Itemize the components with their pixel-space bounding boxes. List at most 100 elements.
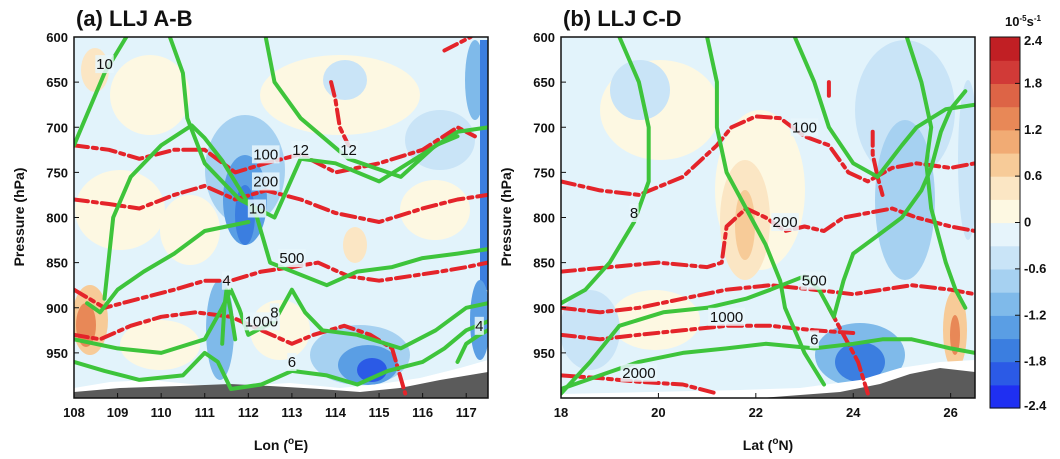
panel-b-red-contour-label-bg: [708, 307, 745, 326]
panel-a-green-contour: [85, 220, 251, 315]
panel-a-red-contour-label-bg: [251, 145, 280, 164]
panel-a-red-contour-label: 100: [253, 146, 278, 163]
panel-b-red-contour-label: 200: [773, 214, 798, 231]
panel-b-y-label: Pressure (hPa): [498, 168, 514, 267]
panel-b-red-contour: [561, 283, 975, 315]
colorbar-tick-label: 0: [1024, 215, 1031, 230]
panel-b-red-contour: [870, 129, 885, 197]
panel-a-y-tick-label: 850: [46, 256, 68, 271]
panel-b-x-tick-label: 22: [749, 405, 763, 420]
panel-a-green-contour-label-bg: [221, 271, 232, 290]
panel-b-x-ticks: 18 20 22 24 26: [554, 393, 958, 420]
panel-a-x-tick-label: 115: [369, 405, 390, 420]
panel-b-red-contour-label-bg: [620, 363, 658, 382]
panel-b-y-tick-label: 750: [533, 165, 555, 180]
panel-a-x-ticks: 108 109 110 111 112 113 114 115 116 117: [63, 393, 477, 420]
shade-patch: [160, 195, 220, 265]
panel-a-green-contour-label: 8: [270, 304, 278, 321]
panel-a-x-tick-label: 108: [63, 405, 85, 420]
colorbar-cell: [990, 83, 1020, 108]
panel-b-y-tick-label: 950: [533, 346, 555, 361]
panel-a-plot-area: 100 200 500 1000 10 12 12 10 8 6 4 4: [74, 37, 488, 398]
colorbar-cell: [990, 245, 1020, 270]
panel-a-red-contour: [329, 80, 351, 148]
colorbar-tick-label: -2.4: [1024, 398, 1047, 413]
panel-a-x-label-prefix: Lon (: [254, 437, 289, 453]
panel-a-red-contour-label: 500: [279, 250, 304, 267]
panel-b-y-tick-label: 700: [533, 120, 555, 135]
panel-a-x-tick-label: 113: [281, 405, 302, 420]
panel-b-plot-area: 100 200 500 1000 2000 8 6: [561, 37, 975, 398]
panel-a-green-contour-label: 4: [222, 273, 230, 290]
shade-patch: [323, 60, 367, 100]
colorbar-cell: [990, 129, 1020, 154]
panel-b-red-contour: [561, 373, 719, 396]
panel-a-green-contour-label-bg: [287, 352, 297, 371]
panel-b-x-tick-label: 24: [846, 405, 861, 420]
panel-a-x-tick-label: 117: [456, 405, 477, 420]
colorbar-tick-label: -0.6: [1024, 261, 1046, 276]
colorbar-tick-label: 1.8: [1024, 75, 1042, 90]
panel-b-x-tick-label: 26: [943, 405, 957, 420]
colorbar-unit-exp: -5: [1019, 14, 1027, 23]
shade-patch: [120, 320, 200, 370]
panel-a-title: (a) LLJ A-B: [76, 6, 193, 31]
panel-b-y-tick-label: 900: [533, 301, 555, 316]
panel-a-green-contour-label-bg: [339, 140, 358, 159]
colorbar-ticks: 2.4 1.8 1.2 0.6 0 -0.6 -1.2 -1.8 -2.4: [1015, 33, 1047, 413]
panel-a: (a) LLJ A-B: [11, 6, 489, 453]
shade-patch: [610, 290, 700, 350]
panel-a-terrain: [74, 372, 488, 398]
colorbar-cell: [990, 60, 1020, 84]
panel-a-green-contour-label: 12: [292, 142, 309, 159]
panel-a-green-contour-label: 6: [288, 354, 296, 371]
shade-patch: [950, 315, 960, 355]
panel-b-red-contour: [826, 305, 870, 396]
shade-patch: [110, 55, 190, 135]
panel-a-red-contour-label: 200: [253, 173, 278, 190]
panel-b-title: (b) LLJ C-D: [563, 6, 682, 31]
panel-b-red-contour-label-bg: [800, 271, 829, 290]
colorbar-cell: [990, 315, 1020, 340]
panel-a-x-label: Lon (oE): [254, 436, 308, 453]
colorbar-cell: [990, 292, 1020, 316]
panel-a-green-contour-label: 10: [249, 201, 266, 218]
shade-patch: [400, 180, 470, 240]
panel-b-green-contour: [792, 37, 975, 179]
colorbar-unit-s: s: [1027, 14, 1034, 29]
panel-a-y-tick-label: 900: [46, 301, 68, 316]
colorbar-cell: [990, 268, 1020, 293]
panel-a-x-tick-label: 112: [238, 405, 259, 420]
colorbar-cell: [990, 176, 1020, 200]
colorbar-cell: [990, 361, 1020, 386]
panel-a-green-contour-label: 12: [340, 142, 357, 159]
panel-b-y-tick-label: 850: [533, 256, 555, 271]
colorbar-tick-label: 1.2: [1024, 122, 1042, 137]
panel-a-contour-labels: 100 200 500 1000 10 12 12 10 8 6 4 4: [95, 55, 484, 371]
colorbar-cell: [990, 37, 1020, 61]
panel-b-terrain: [561, 368, 975, 398]
panel-b-x-label-sup: o: [772, 436, 778, 447]
panel-a-red-contour-label-bg: [278, 249, 306, 268]
panel-a-y-tick-label: 750: [46, 165, 68, 180]
panel-a-red-contour-label-bg: [251, 172, 280, 191]
panel-a-x-tick-label: 109: [107, 405, 129, 420]
panel-b-green-contour-label: 8: [630, 205, 638, 222]
panel-b-x-tick-label: 18: [554, 405, 568, 420]
colorbar-tick-label: -1.2: [1024, 307, 1046, 322]
panel-a-y-tick-label: 650: [46, 75, 68, 90]
colorbar-unit-s-exp: -1: [1034, 14, 1042, 23]
colorbar-unit-base: 10: [1005, 14, 1019, 29]
panel-a-x-label-sup: o: [288, 436, 294, 447]
colorbar-cell: [990, 106, 1020, 131]
panel-a-y-tick-label: 600: [46, 30, 68, 45]
panel-a-x-tick-label: 110: [151, 405, 172, 420]
panel-b-green-contour-label-bg: [629, 204, 639, 223]
panel-b-green-contour: [705, 37, 826, 387]
shade-patch: [561, 290, 620, 370]
panel-a-y-label: Pressure (hPa): [11, 168, 27, 267]
panel-a-red-contour-label: 1000: [245, 313, 278, 330]
colorbar-tick-label: -1.8: [1024, 354, 1046, 369]
panel-a-green-contours: [74, 37, 488, 391]
colorbar-cell: [990, 222, 1020, 247]
